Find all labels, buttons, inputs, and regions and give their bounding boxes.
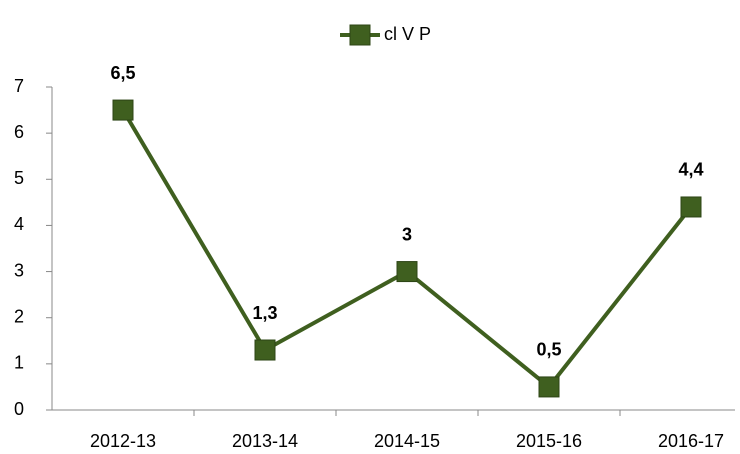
y-tick-label: 1 (14, 353, 24, 373)
legend-marker (349, 24, 371, 46)
y-tick-label: 7 (14, 76, 24, 96)
y-tick-label: 2 (14, 306, 24, 326)
x-tick-label: 2012-13 (90, 431, 156, 451)
y-tick-label: 6 (14, 122, 24, 142)
marker (112, 99, 134, 121)
marker (680, 196, 702, 218)
x-tick-label: 2014-15 (374, 431, 440, 451)
legend-label: cl V P (384, 24, 431, 44)
data-label: 1,3 (252, 303, 277, 323)
x-tick-label: 2016-17 (658, 431, 724, 451)
data-label: 3 (402, 224, 412, 244)
series-line (121, 109, 693, 389)
data-label: 4,4 (678, 160, 703, 180)
data-label: 6,5 (110, 63, 135, 83)
marker (254, 339, 276, 361)
x-tick-label: 2015-16 (516, 431, 582, 451)
data-label: 0,5 (536, 340, 561, 360)
marker (538, 376, 560, 398)
x-tick-label: 2013-14 (232, 431, 298, 451)
marker (396, 261, 418, 283)
y-tick-label: 0 (14, 399, 24, 419)
y-tick-label: 3 (14, 260, 24, 280)
y-tick-label: 4 (14, 214, 24, 234)
y-tick-label: 5 (14, 168, 24, 188)
